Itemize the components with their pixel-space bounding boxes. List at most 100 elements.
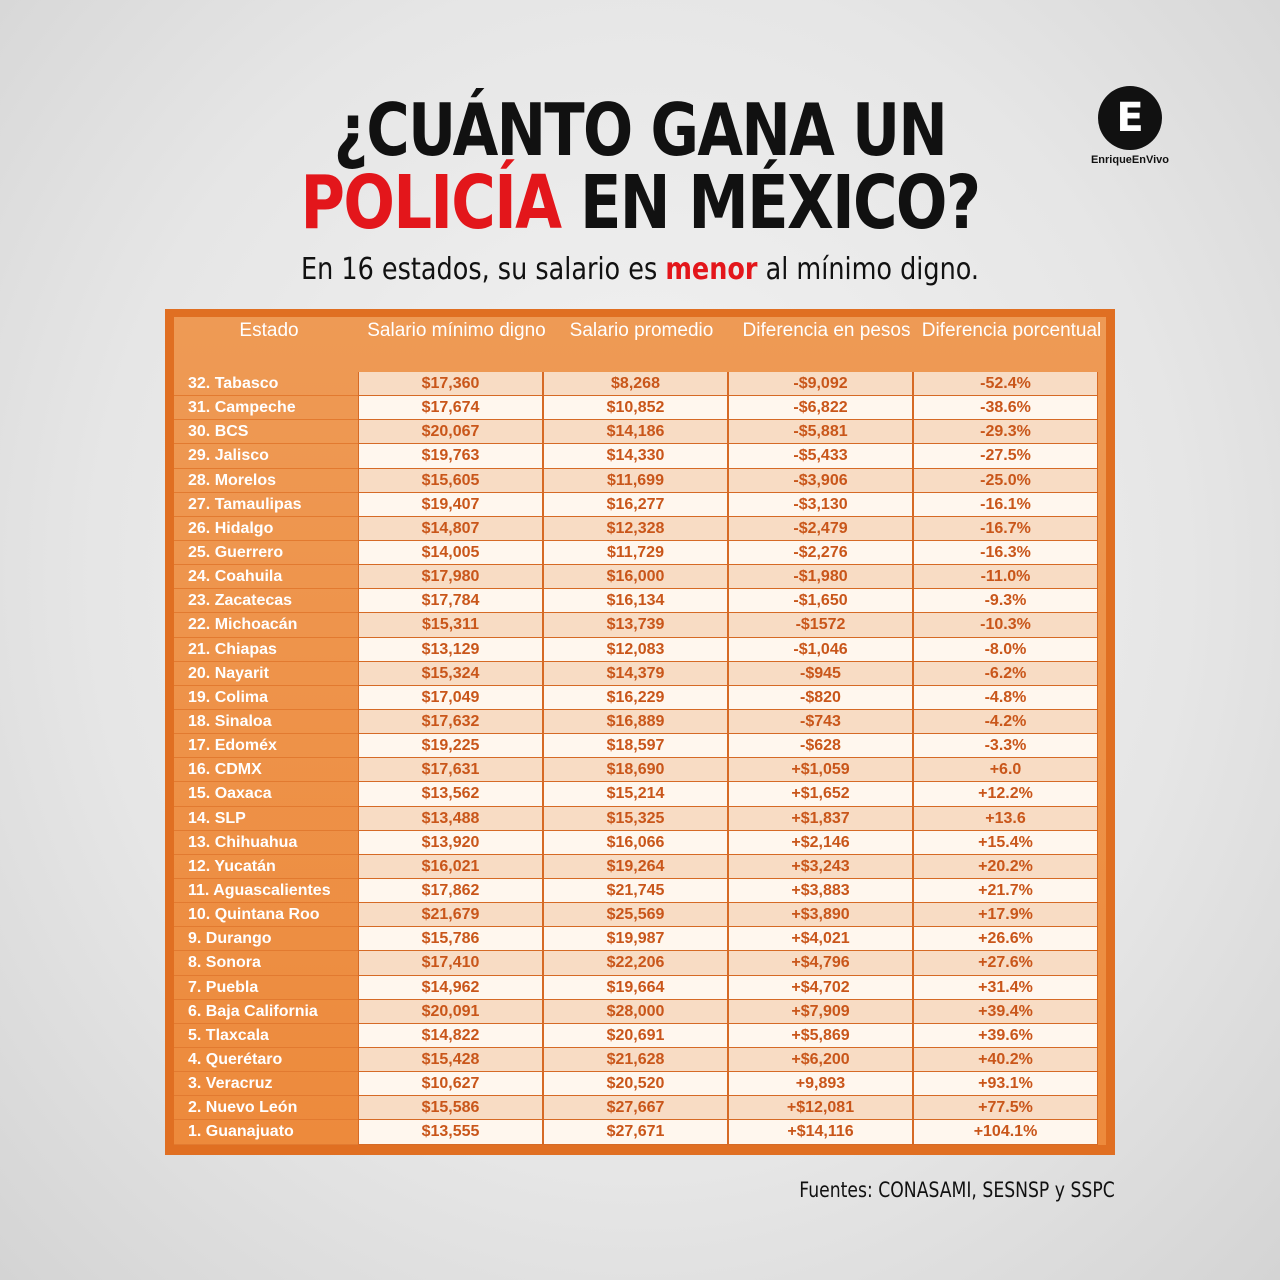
value-cell: $16,889 bbox=[543, 709, 728, 735]
value-cell: +$2,146 bbox=[728, 830, 913, 855]
table-body: 32. Tabasco $17,360 $8,268 -$9,092 -52.4% 31.… bbox=[174, 372, 1106, 1145]
table-row: 21. Chiapas $13,129 $12,083 -$1,046 -8.0% bbox=[174, 637, 1106, 662]
value-cell: $16,229 bbox=[543, 685, 728, 710]
value-cell: $10,627 bbox=[358, 1072, 543, 1097]
value-cell: -4.2% bbox=[913, 709, 1098, 735]
state-cell: 2. Nuevo León bbox=[174, 1096, 358, 1121]
value-cell: $11,699 bbox=[543, 468, 728, 493]
value-cell: +$3,243 bbox=[728, 854, 913, 879]
table-row: 23. Zacatecas $17,784 $16,134 -$1,650 -9.3% bbox=[174, 589, 1106, 614]
column-header: Salario mínimo digno bbox=[367, 320, 546, 341]
state-cell: 23. Zacatecas bbox=[174, 589, 358, 614]
state-cell: 13. Chihuahua bbox=[174, 831, 358, 855]
value-cell: +$5,869 bbox=[728, 1023, 913, 1048]
value-cell: $15,586 bbox=[358, 1096, 543, 1121]
logo-mark-icon: E bbox=[1098, 86, 1162, 150]
value-cell: +$12,081 bbox=[728, 1096, 913, 1121]
value-cell: +$4,021 bbox=[728, 927, 913, 952]
value-cell: -$3,130 bbox=[728, 492, 913, 517]
table-row: 2. Nuevo León $15,586 $27,667 +$12,081 +77.5… bbox=[174, 1096, 1106, 1121]
value-cell: -3.3% bbox=[913, 734, 1098, 759]
value-cell: -$6,822 bbox=[728, 396, 913, 421]
value-cell: $13,920 bbox=[358, 830, 543, 855]
state-cell: 22. Michoacán bbox=[174, 613, 358, 638]
value-cell: $18,597 bbox=[543, 734, 728, 759]
value-cell: -6.2% bbox=[913, 661, 1098, 686]
value-cell: $15,325 bbox=[543, 806, 728, 831]
table-row: 18. Sinaloa $17,632 $16,889 -$743 -4.2% bbox=[174, 709, 1106, 735]
value-cell: $15,428 bbox=[358, 1047, 543, 1073]
table-row: 8. Sonora $17,410 $22,206 +$4,796 +27.6% bbox=[174, 951, 1106, 976]
value-cell: $20,691 bbox=[543, 1023, 728, 1048]
table-row: 4. Querétaro $15,428 $21,628 +$6,200 +40.2% bbox=[174, 1047, 1106, 1073]
state-cell: 19. Colima bbox=[174, 686, 358, 710]
value-cell: -9.3% bbox=[913, 589, 1098, 614]
value-cell: -16.7% bbox=[913, 516, 1098, 541]
value-cell: $13,129 bbox=[358, 637, 543, 662]
value-cell: $20,520 bbox=[543, 1072, 728, 1097]
value-cell: -$1,046 bbox=[728, 637, 913, 662]
value-cell: $17,631 bbox=[358, 758, 543, 783]
value-cell: -$3,906 bbox=[728, 468, 913, 493]
value-cell: $14,822 bbox=[358, 1023, 543, 1048]
value-cell: $15,786 bbox=[358, 927, 543, 952]
value-cell: -$5,433 bbox=[728, 444, 913, 469]
value-cell: $19,664 bbox=[543, 975, 728, 1000]
state-cell: 6. Baja California bbox=[174, 1000, 358, 1024]
value-cell: +104.1% bbox=[913, 1120, 1098, 1145]
value-cell: +$4,796 bbox=[728, 951, 913, 976]
table-row: 20. Nayarit $15,324 $14,379 -$945 -6.2% bbox=[174, 661, 1106, 686]
table-row: 9. Durango $15,786 $19,987 +$4,021 +26.6% bbox=[174, 927, 1106, 952]
table-row: 30. BCS $20,067 $14,186 -$5,881 -29.3% bbox=[174, 420, 1106, 445]
salary-table: Estado Salario mínimo digno Salario prom… bbox=[165, 309, 1115, 1155]
value-cell: -10.3% bbox=[913, 613, 1098, 638]
value-cell: $21,628 bbox=[543, 1047, 728, 1073]
value-cell: $13,562 bbox=[358, 782, 543, 807]
value-cell: $16,134 bbox=[543, 589, 728, 614]
value-cell: $12,083 bbox=[543, 637, 728, 662]
state-cell: 10. Quintana Roo bbox=[174, 903, 358, 928]
state-cell: 18. Sinaloa bbox=[174, 710, 358, 735]
value-cell: -$1,980 bbox=[728, 565, 913, 590]
table-row: 24. Coahuila $17,980 $16,000 -$1,980 -11.0% bbox=[174, 565, 1106, 590]
state-cell: 12. Yucatán bbox=[174, 855, 358, 879]
value-cell: $10,852 bbox=[543, 396, 728, 421]
value-cell: -4.8% bbox=[913, 685, 1098, 710]
state-cell: 16. CDMX bbox=[174, 758, 358, 783]
state-cell: 30. BCS bbox=[174, 420, 358, 445]
value-cell: +21.7% bbox=[913, 878, 1098, 904]
state-cell: 21. Chiapas bbox=[174, 638, 358, 662]
value-cell: $17,410 bbox=[358, 951, 543, 976]
state-cell: 8. Sonora bbox=[174, 951, 358, 976]
value-cell: $27,671 bbox=[543, 1120, 728, 1145]
state-cell: 5. Tlaxcala bbox=[174, 1024, 358, 1048]
value-cell: +6.0 bbox=[913, 758, 1098, 783]
column-header: Salario promedio bbox=[569, 320, 714, 341]
table-row: 10. Quintana Roo $21,679 $25,569 +$3,890 +17… bbox=[174, 903, 1106, 928]
table-row: 6. Baja California $20,091 $28,000 +$7,909 +… bbox=[174, 999, 1106, 1024]
value-cell: $19,987 bbox=[543, 927, 728, 952]
value-cell: -16.3% bbox=[913, 540, 1098, 566]
state-cell: 24. Coahuila bbox=[174, 565, 358, 590]
value-cell: $20,091 bbox=[358, 999, 543, 1024]
state-cell: 26. Hidalgo bbox=[174, 517, 358, 541]
value-cell: +13.6 bbox=[913, 806, 1098, 831]
value-cell: $19,225 bbox=[358, 734, 543, 759]
value-cell: $27,667 bbox=[543, 1096, 728, 1121]
value-cell: +40.2% bbox=[913, 1047, 1098, 1073]
value-cell: +93.1% bbox=[913, 1072, 1098, 1097]
value-cell: $14,330 bbox=[543, 444, 728, 469]
subtitle-highlight: menor bbox=[665, 252, 758, 287]
table-row: 12. Yucatán $16,021 $19,264 +$3,243 +20.2% bbox=[174, 854, 1106, 879]
state-cell: 29. Jalisco bbox=[174, 444, 358, 469]
value-cell: $13,488 bbox=[358, 806, 543, 831]
table-row: 1. Guanajuato $13,555 $27,671 +$14,116 +104.… bbox=[174, 1120, 1106, 1145]
value-cell: -25.0% bbox=[913, 468, 1098, 493]
value-cell: +$1,837 bbox=[728, 806, 913, 831]
state-cell: 15. Oaxaca bbox=[174, 782, 358, 807]
value-cell: +$3,883 bbox=[728, 878, 913, 904]
value-cell: -$945 bbox=[728, 661, 913, 686]
value-cell: $16,000 bbox=[543, 565, 728, 590]
value-cell: -38.6% bbox=[913, 396, 1098, 421]
value-cell: $19,264 bbox=[543, 854, 728, 879]
